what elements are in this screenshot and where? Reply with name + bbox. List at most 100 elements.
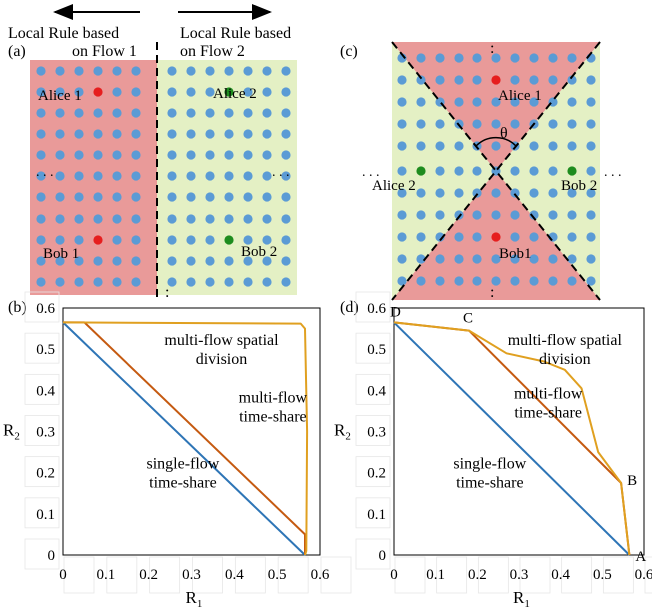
grid-node — [281, 129, 291, 139]
grid-node — [167, 108, 177, 118]
grid-node — [167, 129, 177, 139]
grid-node — [112, 129, 122, 139]
grid-node — [454, 166, 464, 176]
grid-node — [243, 235, 253, 245]
grid-node — [586, 166, 596, 176]
vdots-top-c: : — [490, 40, 494, 57]
grid-node — [491, 276, 501, 286]
grid-node — [186, 66, 196, 76]
grid-node — [243, 192, 253, 202]
region-annotation: multi-flow time-share — [239, 390, 308, 426]
grid-node — [167, 87, 177, 97]
y-tick-label: 0.1 — [36, 507, 55, 523]
grid-node — [243, 129, 253, 139]
grid-node — [586, 141, 596, 151]
grid-node — [93, 256, 103, 266]
node-grid-a — [36, 66, 291, 287]
x-tick-box — [644, 556, 652, 594]
grid-node — [93, 129, 103, 139]
grid-node — [262, 171, 272, 181]
grid-node — [36, 277, 46, 287]
grid-node — [435, 210, 445, 220]
grid-node — [397, 75, 407, 85]
grid-node — [529, 210, 539, 220]
grid-node — [416, 254, 426, 264]
x-tick-box — [602, 556, 634, 594]
x-tick-label: 0.5 — [593, 567, 612, 583]
grid-node — [74, 256, 84, 266]
grid-node — [186, 87, 196, 97]
grid-node — [55, 235, 65, 245]
alice1-label-c: Alice 1 — [498, 88, 542, 104]
x-tick-label: 0.1 — [96, 567, 115, 583]
grid-node — [74, 235, 84, 245]
grid-node — [205, 129, 215, 139]
grid-node — [397, 210, 407, 220]
grid-node — [567, 141, 577, 151]
grid-node — [416, 119, 426, 129]
bob2-node-c — [567, 166, 577, 176]
grid-node — [262, 87, 272, 97]
grid-node — [74, 108, 84, 118]
grid-node — [205, 192, 215, 202]
grid-node — [586, 232, 596, 242]
boundary-diagonal-1 — [391, 41, 601, 301]
grid-node — [205, 235, 215, 245]
grid-node — [416, 188, 426, 198]
grid-node — [112, 108, 122, 118]
grid-node — [510, 232, 520, 242]
grid-node — [131, 87, 141, 97]
grid-node — [93, 214, 103, 224]
grid-node — [131, 108, 141, 118]
y-tick-box — [355, 373, 391, 405]
grid-node — [112, 235, 122, 245]
grid-node — [454, 53, 464, 63]
grid-node — [454, 188, 464, 198]
chart-d: (d) 0 0.1 0.2 0.3 0.4 0.5 0.6 0 0.1 0.2 0.3 0.4 0.5 0.… — [334, 291, 652, 608]
grid-node — [243, 277, 253, 287]
alice2-node-c — [416, 166, 426, 176]
x-tick-label: 0.2 — [139, 567, 158, 583]
grid-node — [491, 188, 501, 198]
grid-node — [262, 256, 272, 266]
grid-node — [472, 210, 482, 220]
alice2-label-c: Alice 2 — [372, 178, 416, 194]
bob1-node-c — [491, 232, 501, 242]
grid-node — [55, 277, 65, 287]
grid-node — [262, 277, 272, 287]
bob2-node — [224, 235, 234, 245]
grid-node — [510, 97, 520, 107]
y-axis-label-sub: 2 — [14, 431, 20, 443]
grid-node — [281, 108, 291, 118]
x-axis-label: R1 — [186, 588, 203, 608]
grid-node — [472, 97, 482, 107]
grid-node — [548, 53, 558, 63]
grid-node — [224, 192, 234, 202]
region-annotation: multi-flow spatial division — [508, 332, 623, 368]
grid-node — [243, 66, 253, 76]
grid-node — [435, 53, 445, 63]
region-annotation: multi-flow spatial division — [164, 332, 279, 368]
grid-node — [491, 210, 501, 220]
grid-node — [186, 192, 196, 202]
grid-node — [262, 192, 272, 202]
panel-a: Local Rule based on Flow 1 Local Rule ba… — [8, 4, 297, 301]
grid-node — [36, 171, 46, 181]
ellipsis-right-a: . . . — [272, 165, 290, 180]
grid-node — [167, 171, 177, 181]
grid-node — [243, 171, 253, 181]
bob2-label-c: Bob 2 — [561, 178, 597, 194]
y-tick-box — [24, 456, 60, 488]
grid-node — [36, 150, 46, 160]
grid-node — [205, 66, 215, 76]
x-tick-box — [277, 556, 309, 594]
grid-node — [224, 277, 234, 287]
grid-node — [262, 108, 272, 118]
vdots-bottom-a: : — [165, 284, 169, 301]
grid-node — [112, 87, 122, 97]
grid-node — [74, 87, 84, 97]
grid-node — [586, 119, 596, 129]
grid-node — [93, 66, 103, 76]
grid-node — [186, 214, 196, 224]
grid-node — [74, 66, 84, 76]
